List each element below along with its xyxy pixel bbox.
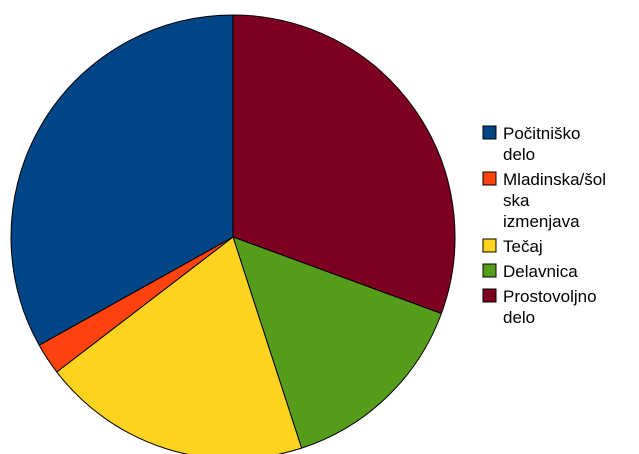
legend-label-0-line-0: Počitniško bbox=[503, 124, 580, 143]
legend-label-0-line-1: delo bbox=[503, 145, 535, 164]
legend-label-4-line-1: delo bbox=[503, 308, 535, 327]
pie-slices bbox=[10, 14, 456, 454]
legend: Počitniško delo Mladinska/šol ska izmenjava T… bbox=[482, 124, 606, 327]
legend-label-1-line-0: Mladinska/šol bbox=[503, 170, 606, 189]
legend-swatch-2 bbox=[482, 238, 497, 253]
pie-slice-1 bbox=[232, 236, 442, 449]
legend-label-2-line-0: Tečaj bbox=[503, 237, 543, 256]
legend-swatch-0 bbox=[482, 125, 497, 140]
legend-swatch-3 bbox=[482, 263, 497, 278]
legend-swatch-4 bbox=[482, 288, 497, 303]
legend-label-4-line-0: Prostovoljno bbox=[503, 287, 597, 306]
pie-slice-4 bbox=[10, 14, 234, 346]
pie-slice-2 bbox=[56, 236, 303, 454]
pie-slice-0 bbox=[232, 14, 456, 315]
legend-label-3-line-0: Delavnica bbox=[503, 262, 578, 281]
legend-swatch-1 bbox=[482, 171, 497, 186]
legend-label-1-line-2: izmenjava bbox=[503, 212, 580, 231]
legend-label-1-line-1: ska bbox=[503, 191, 530, 210]
